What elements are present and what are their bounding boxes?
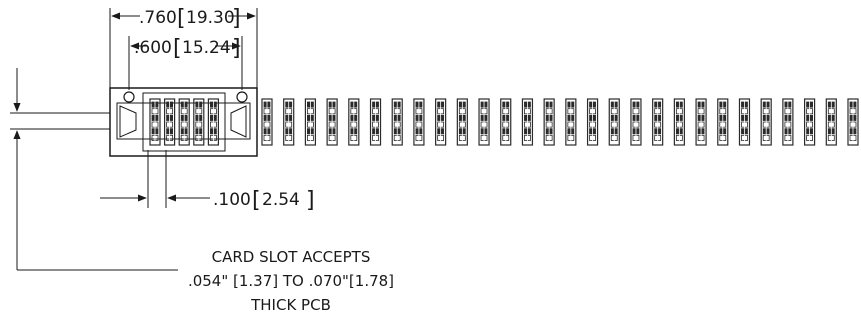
pitch-inch: .100 <box>213 190 251 210</box>
svg-text:[: [ <box>173 36 182 61</box>
svg-text:[: [ <box>177 6 186 31</box>
overall-width-dimension: .760 [ 19.30 ] <box>109 6 258 88</box>
continuation-contact <box>261 98 273 146</box>
continuation-contact <box>673 98 685 146</box>
mount-hole-left <box>123 91 135 103</box>
hole-spacing-inch: .600 <box>134 38 172 58</box>
continuation-contact <box>565 98 577 146</box>
continuation-contact <box>435 98 447 146</box>
continuation-contact <box>369 98 382 146</box>
continuation-contact <box>500 98 512 146</box>
card-slot-callout <box>10 68 178 271</box>
continuation-contact <box>608 98 620 146</box>
svg-text:[: [ <box>252 188 261 213</box>
svg-text:]: ] <box>232 6 241 31</box>
housing-contacts <box>149 98 219 146</box>
note-line-3: THICK PCB <box>250 296 331 314</box>
housing-contact <box>193 98 205 146</box>
svg-text:]: ] <box>232 36 241 61</box>
continuation-contacts <box>261 98 859 146</box>
continuation-contact <box>803 98 816 146</box>
continuation-contact <box>543 98 555 146</box>
continuation-contact <box>304 98 317 146</box>
continuation-contact <box>717 98 729 146</box>
continuation-contact <box>478 98 490 146</box>
note-line-2: .054" [1.37] TO .070"[1.78] <box>188 272 394 290</box>
continuation-contact <box>825 98 837 146</box>
housing-contact <box>207 98 219 146</box>
continuation-contact <box>391 98 403 146</box>
svg-text:]: ] <box>306 188 315 213</box>
continuation-contact <box>283 98 295 146</box>
continuation-contact <box>413 98 425 146</box>
housing-contact <box>178 98 190 146</box>
continuation-contact <box>521 98 534 146</box>
continuation-contact <box>586 98 599 146</box>
note-line-1: CARD SLOT ACCEPTS <box>212 248 371 266</box>
mount-hole-right <box>236 91 248 103</box>
continuation-contact <box>630 98 642 146</box>
pitch-mm: 2.54 <box>262 190 300 210</box>
continuation-contact <box>782 98 794 146</box>
continuation-contact <box>695 98 707 146</box>
continuation-contact <box>456 98 468 146</box>
continuation-contact <box>652 98 664 146</box>
continuation-contact <box>326 98 338 146</box>
hole-spacing-mm: 15.24 <box>182 38 231 58</box>
card-slot-note: CARD SLOT ACCEPTS .054" [1.37] TO .070"[… <box>188 248 394 314</box>
overall-width-inch: .760 <box>139 8 177 28</box>
continuation-contact <box>738 98 751 146</box>
continuation-contact <box>348 98 360 146</box>
overall-width-mm: 19.30 <box>186 8 235 28</box>
housing-contact <box>149 98 161 146</box>
housing-contact <box>164 98 176 146</box>
hole-spacing-dimension: .600 [ 15.24 ] <box>128 36 243 90</box>
continuation-contact <box>847 98 859 146</box>
pitch-dimension: .100 [ 2.54 ] <box>100 150 315 213</box>
continuation-contact <box>760 98 772 146</box>
